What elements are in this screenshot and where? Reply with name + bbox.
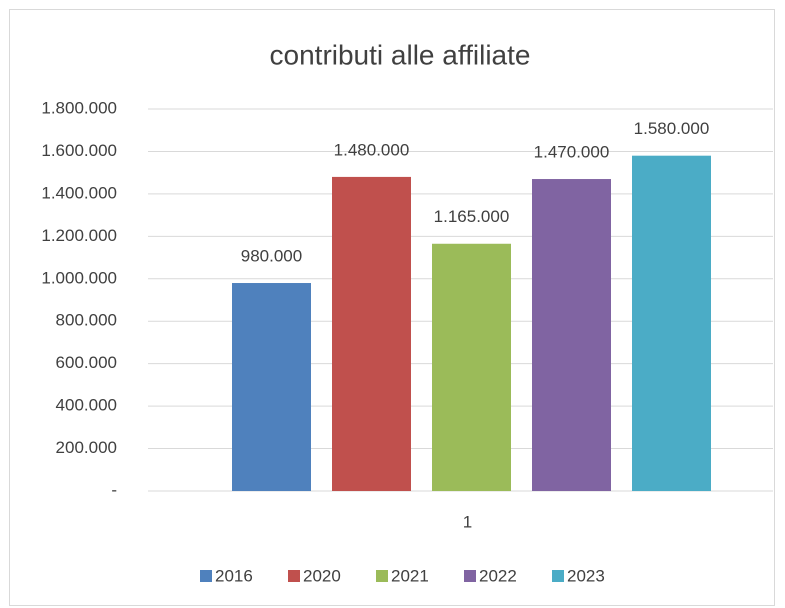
data-label: 1.480.000	[334, 140, 410, 159]
bar	[432, 243, 511, 491]
data-label: 1.580.000	[634, 119, 710, 138]
legend-swatch	[200, 570, 212, 582]
legend-label: 2016	[215, 566, 253, 585]
bar	[332, 176, 411, 491]
legend-swatch	[464, 570, 476, 582]
legend-label: 2022	[479, 566, 517, 585]
legend-swatch	[376, 570, 388, 582]
legend-label: 2020	[303, 566, 341, 585]
data-label: 1.470.000	[534, 143, 610, 162]
bar	[232, 283, 311, 491]
y-tick-label: -	[111, 480, 117, 499]
bar	[532, 179, 611, 492]
y-tick-label: 1.800.000	[41, 98, 117, 117]
x-tick-label: 1	[463, 512, 472, 531]
legend-label: 2021	[391, 566, 429, 585]
y-tick-label: 1.400.000	[41, 183, 117, 202]
y-tick-label: 800.000	[56, 311, 117, 330]
chart-title: contributi alle affiliate	[270, 39, 531, 70]
legend-swatch	[552, 570, 564, 582]
legend-label: 2023	[567, 566, 605, 585]
y-tick-label: 400.000	[56, 396, 117, 415]
legend-swatch	[288, 570, 300, 582]
y-tick-label: 1.000.000	[41, 268, 117, 287]
y-tick-label: 1.200.000	[41, 226, 117, 245]
data-label: 980.000	[241, 247, 302, 266]
bar	[632, 155, 711, 491]
y-tick-label: 600.000	[56, 353, 117, 372]
y-tick-label: 1.600.000	[41, 141, 117, 160]
data-label: 1.165.000	[434, 207, 510, 226]
y-tick-label: 200.000	[56, 438, 117, 457]
